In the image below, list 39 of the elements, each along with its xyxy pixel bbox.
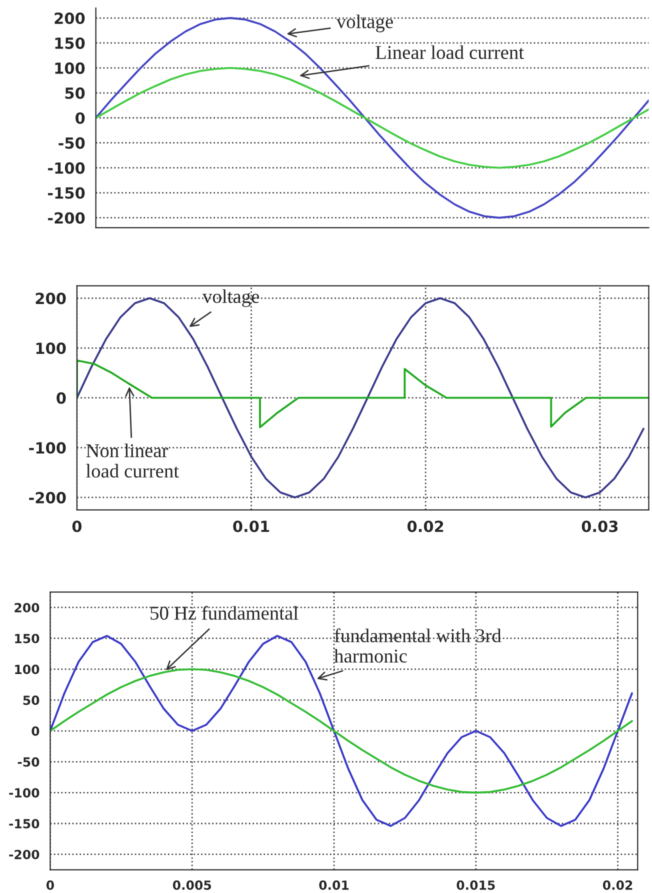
y-tick-label: -150 [9, 818, 40, 828]
y-tick-label: 0 [56, 392, 66, 404]
line-series [96, 66, 649, 169]
y-tick-label: -150 [48, 187, 85, 199]
y-tick-label: -100 [9, 788, 40, 798]
x-tick-label: 0.02 [407, 520, 444, 532]
annotation: Non linear load current [86, 444, 179, 478]
y-tick-label: 100 [36, 342, 66, 354]
x-tick-label: 0.01 [319, 880, 349, 890]
y-tick-label: 50 [65, 87, 85, 99]
y-tick-label: 150 [55, 37, 85, 50]
y-tick-label: 0 [76, 112, 85, 124]
y-tick-label: -200 [48, 212, 85, 224]
y-tick-label: -200 [9, 850, 40, 860]
y-tick-label: 100 [15, 664, 40, 674]
y-tick-label: 50 [23, 696, 40, 705]
y-tick-label: 200 [36, 292, 66, 304]
annotation: voltage [202, 289, 260, 308]
y-tick-label: -100 [29, 442, 66, 454]
line-series [76, 360, 649, 428]
y-tick-label: 0 [32, 726, 40, 736]
y-tick-label: 100 [55, 62, 85, 74]
y-tick-label: 200 [14, 602, 40, 612]
y-tick-label: 200 [54, 12, 85, 24]
annotation: 50 Hz fundamental [150, 606, 298, 620]
x-tick-label: 0.01 [233, 520, 270, 532]
line-series [50, 668, 633, 794]
y-tick-label: 150 [15, 634, 40, 644]
y-tick-label: -50 [58, 137, 85, 149]
annotation: fundamental with 3rd harmonic [334, 628, 502, 663]
annotation: Linear load current [376, 45, 524, 60]
y-tick-label: -100 [48, 162, 85, 174]
y-tick-label: -200 [29, 492, 66, 504]
y-tick-label: -50 [18, 757, 40, 767]
x-tick-label: 0.005 [172, 880, 211, 890]
x-tick-label: 0.015 [456, 880, 495, 890]
x-tick-label: 0.02 [602, 880, 632, 890]
annotation: voltage [336, 14, 393, 32]
x-tick-label: 0.03 [582, 520, 618, 532]
